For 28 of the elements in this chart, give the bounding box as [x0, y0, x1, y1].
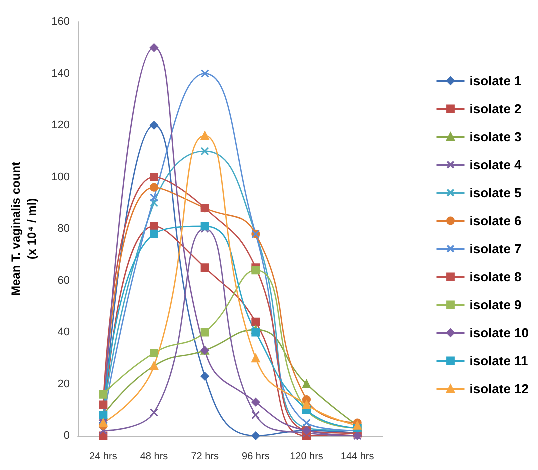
legend-label: isolate 11 — [470, 354, 528, 368]
legend-label: isolate 3 — [470, 130, 522, 144]
x-tick-label: 72 hrs — [191, 452, 219, 462]
legend-label: isolate 5 — [470, 186, 522, 200]
x-tick-label: 48 hrs — [140, 452, 168, 462]
y-tick-label: 40 — [58, 326, 70, 338]
legend-label: isolate 8 — [470, 270, 522, 284]
legend-label: isolate 4 — [470, 158, 523, 172]
legend-label: isolate 1 — [470, 74, 522, 88]
y-tick-label: 100 — [52, 171, 70, 184]
y-tick-label: 80 — [58, 223, 70, 235]
legend-label: isolate 10 — [470, 326, 530, 340]
y-tick-label: 120 — [52, 120, 70, 132]
y-axis-title: Mean T. vaginalis count (x 10⁴ / ml) — [9, 162, 39, 296]
legend-label: isolate 6 — [470, 214, 522, 228]
legend-label: isolate 12 — [470, 382, 530, 396]
y-tick-label: 20 — [58, 378, 70, 390]
legend-label: isolate 2 — [470, 102, 522, 116]
y-tick-label: 140 — [52, 68, 70, 80]
y-tick-label: 0 — [64, 430, 70, 442]
legend-label: isolate 9 — [470, 298, 522, 312]
y-tick-label: 60 — [58, 274, 70, 287]
x-tick-label: 120 hrs — [290, 452, 324, 462]
x-tick-label: 96 hrs — [242, 452, 270, 462]
x-tick-label: 24 hrs — [90, 452, 118, 462]
y-tick-label: 160 — [52, 16, 70, 28]
x-tick-label: 144 hrs — [340, 452, 374, 462]
legend-label: isolate 7 — [470, 242, 522, 256]
